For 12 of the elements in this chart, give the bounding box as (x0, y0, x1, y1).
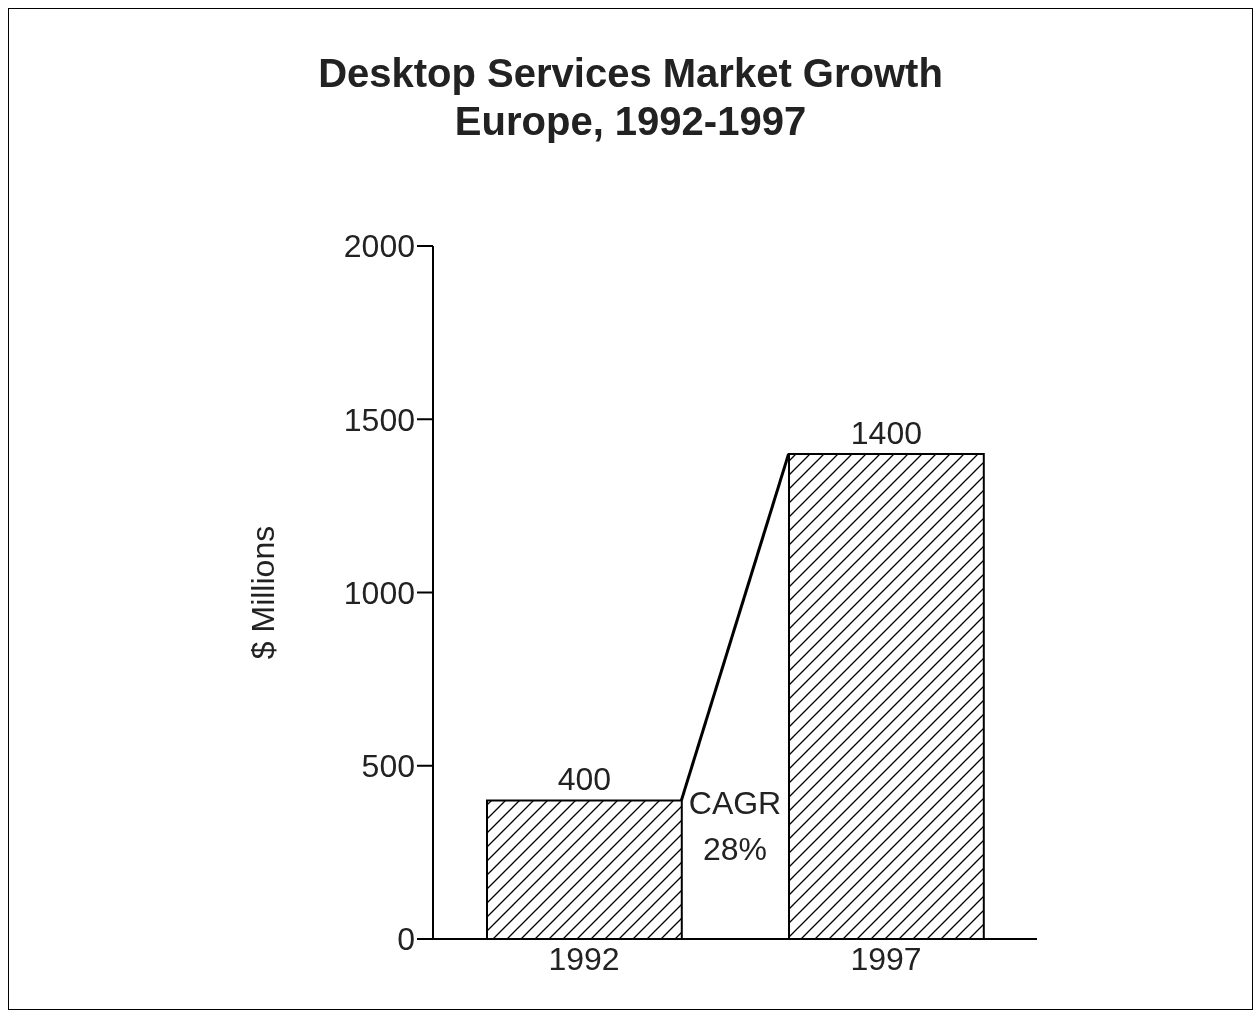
y-tick-label: 1000 (343, 574, 415, 611)
x-tick-label: 1997 (850, 940, 922, 977)
chart-title: Desktop Services Market Growth Europe, 1992-1997 (317, 50, 944, 145)
y-tick-label: 0 (397, 921, 415, 958)
data-label: 400 (557, 761, 612, 798)
x-tick-label: 1992 (548, 940, 620, 977)
y-tick-label: 2000 (343, 228, 415, 265)
annotation: CAGR 28% (687, 784, 783, 870)
y-tick-label: 1500 (343, 401, 415, 438)
data-label: 1400 (850, 414, 922, 451)
y-axis-title: $ Millions (245, 525, 282, 660)
y-tick-label: 500 (361, 748, 415, 785)
